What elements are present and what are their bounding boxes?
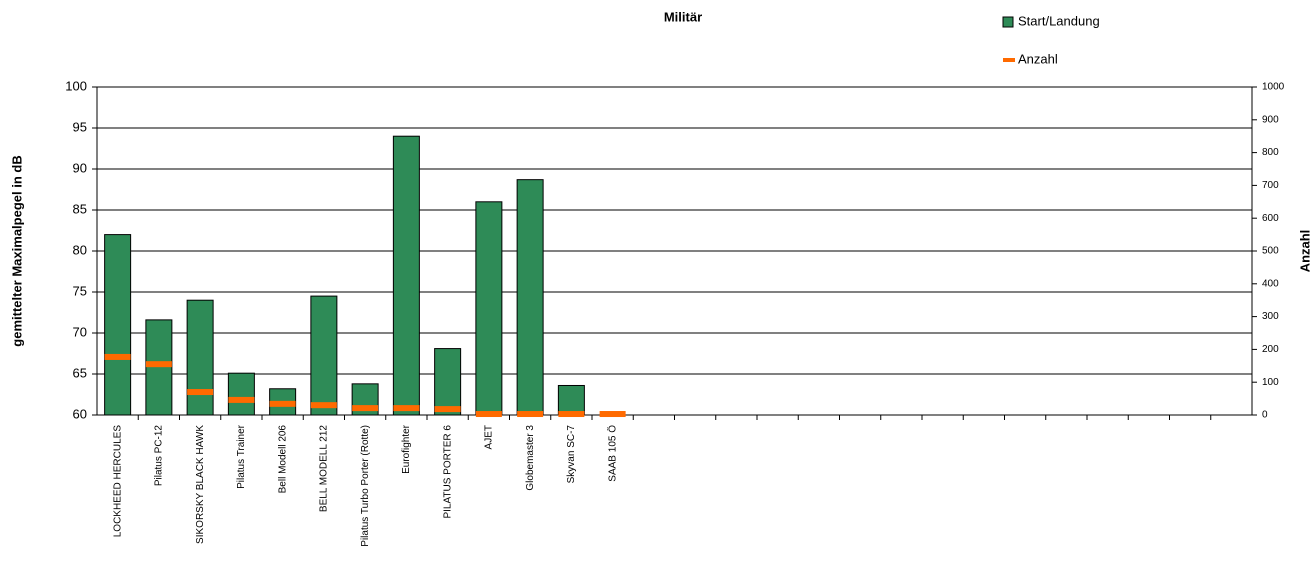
bar	[475, 201, 503, 416]
count-marker	[475, 411, 502, 418]
count-marker	[558, 411, 585, 418]
x-tick-label: Bell Modell 206	[277, 425, 288, 494]
y2-tick-label: 800	[1262, 147, 1279, 158]
count-marker	[269, 400, 296, 407]
bar	[557, 384, 585, 416]
y-axis-label: gemittelter Maximalpegel in dB	[9, 155, 24, 346]
x-tick-label: Pilatus PC-12	[154, 425, 165, 487]
bar	[186, 299, 214, 416]
chart-title: Militär	[664, 9, 702, 24]
x-tick-label: SAAB 105 Ö	[606, 425, 618, 482]
y-tick-label: 65	[73, 365, 87, 380]
count-marker	[393, 405, 420, 412]
x-tick-label: LOCKHEED HERCULES	[112, 425, 123, 538]
x-tick-label: PILATUS PORTER 6	[442, 425, 453, 519]
y-tick-label: 95	[73, 119, 87, 134]
y2-tick-label: 400	[1262, 278, 1279, 289]
count-marker	[434, 406, 461, 413]
x-tick-label: Pilatus Turbo Porter (Rotte)	[360, 425, 371, 547]
x-tick-label: Pilatus Trainer	[236, 424, 247, 489]
count-marker	[310, 402, 337, 409]
bar	[310, 295, 338, 416]
count-marker	[187, 389, 214, 396]
x-tick-label: Eurofighter	[401, 424, 412, 474]
bar	[392, 135, 420, 416]
y-tick-label: 75	[73, 283, 87, 298]
x-tick-label: Skyvan SC-7	[566, 425, 577, 484]
y-tick-label: 80	[73, 242, 87, 257]
y2-tick-label: 0	[1262, 410, 1268, 421]
count-marker	[145, 361, 172, 368]
y-tick-label: 100	[65, 78, 87, 93]
legend-swatch	[1003, 58, 1015, 62]
count-marker	[517, 411, 544, 418]
y2-axis-label: Anzahl	[1297, 230, 1310, 273]
y-tick-label: 85	[73, 201, 87, 216]
y2-tick-label: 900	[1262, 114, 1279, 125]
y2-tick-label: 1000	[1262, 82, 1285, 93]
x-tick-label: BELL MODELL 212	[319, 425, 330, 513]
legend-label: Start/Landung	[1018, 13, 1100, 28]
count-marker	[599, 411, 626, 418]
count-marker	[228, 396, 255, 403]
legend-swatch	[1002, 16, 1014, 28]
bar	[104, 234, 132, 416]
legend-label: Anzahl	[1018, 51, 1058, 66]
x-tick-label: SIKORSKY BLACK HAWK	[195, 425, 206, 544]
y2-tick-label: 700	[1262, 180, 1279, 191]
y2-tick-label: 200	[1262, 344, 1279, 355]
y2-tick-label: 300	[1262, 311, 1279, 322]
y-tick-label: 60	[73, 406, 87, 421]
bar	[516, 179, 544, 416]
bar	[227, 372, 255, 416]
y2-tick-label: 600	[1262, 213, 1279, 224]
x-tick-label: Globemaster 3	[525, 425, 536, 491]
y-tick-label: 70	[73, 324, 87, 339]
y-tick-label: 90	[73, 160, 87, 175]
bar	[434, 348, 462, 416]
x-tick-label: AJET	[484, 425, 495, 449]
y2-tick-label: 500	[1262, 246, 1279, 257]
count-marker	[352, 405, 379, 412]
y2-tick-label: 100	[1262, 377, 1279, 388]
count-marker	[104, 353, 131, 360]
bar	[145, 319, 173, 416]
